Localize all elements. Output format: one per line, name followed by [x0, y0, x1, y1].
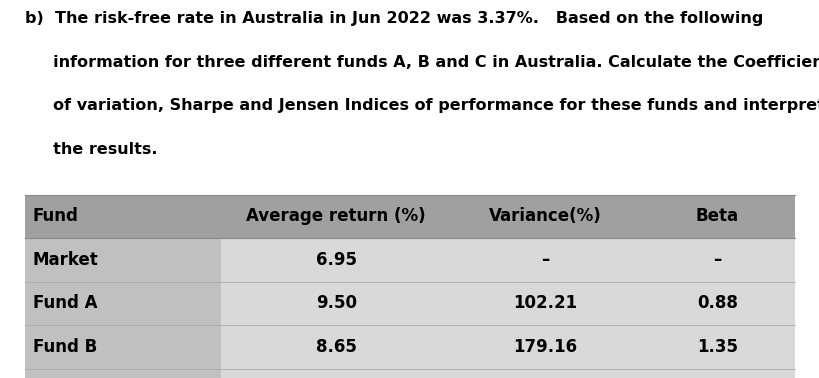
Text: 6.95: 6.95 [315, 251, 356, 269]
Text: the results.: the results. [25, 142, 157, 157]
Text: 102.21: 102.21 [513, 294, 577, 312]
Text: Variance(%): Variance(%) [488, 208, 601, 225]
Text: –: – [541, 251, 549, 269]
FancyBboxPatch shape [25, 282, 221, 325]
Text: 9.50: 9.50 [315, 294, 356, 312]
Text: Fund: Fund [33, 208, 79, 225]
FancyBboxPatch shape [25, 282, 794, 325]
FancyBboxPatch shape [25, 238, 794, 282]
Text: 1.35: 1.35 [696, 338, 737, 356]
Text: 179.16: 179.16 [513, 338, 577, 356]
Text: Fund B: Fund B [33, 338, 97, 356]
FancyBboxPatch shape [25, 195, 794, 238]
Text: Market: Market [33, 251, 98, 269]
Text: 0.88: 0.88 [696, 294, 737, 312]
FancyBboxPatch shape [25, 238, 221, 282]
Text: b)  The risk-free rate in Australia in Jun 2022 was 3.37%.   Based on the follow: b) The risk-free rate in Australia in Ju… [25, 11, 762, 26]
Text: Fund A: Fund A [33, 294, 97, 312]
Text: information for three different funds A, B and C in Australia. Calculate the Coe: information for three different funds A,… [25, 55, 819, 70]
Text: Average return (%): Average return (%) [246, 208, 426, 225]
FancyBboxPatch shape [25, 325, 221, 369]
FancyBboxPatch shape [25, 369, 221, 378]
FancyBboxPatch shape [25, 325, 794, 369]
Text: 8.65: 8.65 [315, 338, 356, 356]
Text: of variation, Sharpe and Jensen Indices of performance for these funds and inter: of variation, Sharpe and Jensen Indices … [25, 98, 819, 113]
FancyBboxPatch shape [25, 369, 794, 378]
Text: Beta: Beta [695, 208, 738, 225]
Text: –: – [713, 251, 721, 269]
